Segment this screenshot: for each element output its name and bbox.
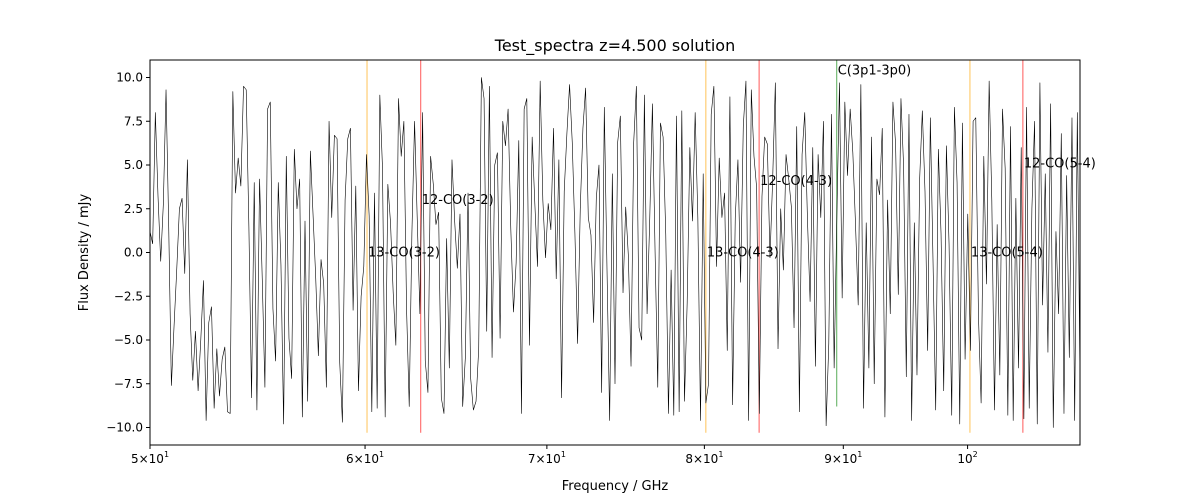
x-tick-label-3: 8×101: [685, 450, 723, 466]
line-label-3: 12-CO(4-3): [760, 174, 832, 189]
line-label-2: 13-CO(4-3): [707, 246, 779, 261]
x-tick-label-5: 102: [957, 450, 977, 466]
line-label-5: 13-CO(5-4): [971, 246, 1043, 261]
y-axis-title: Flux Density / mJy: [77, 193, 92, 311]
x-tick-label-1: 6×101: [346, 450, 384, 466]
line-label-4: C(3p1-3p0): [838, 64, 912, 79]
x-axis-title: Frequency / GHz: [562, 479, 669, 494]
line-label-1: 12-CO(3-2): [422, 193, 494, 208]
y-tick-label-6: 5.0: [124, 158, 143, 172]
y-tick-label-3: −2.5: [114, 289, 143, 303]
line-label-6: 12-CO(5-4): [1024, 156, 1096, 171]
x-tick-label-4: 9×101: [824, 450, 862, 466]
series-line-0: [149, 77, 1081, 428]
y-tick-label-2: −5.0: [114, 333, 143, 347]
y-tick-label-5: 2.5: [124, 202, 143, 216]
y-tick-label-7: 7.5: [124, 114, 143, 128]
x-axis-ticks: 5×101 6×101 7×101 8×101 9×101 102: [131, 445, 978, 466]
plot-frame: [149, 59, 1081, 446]
y-tick-label-0: −10.0: [106, 421, 143, 435]
line-label-0: 13-CO(3-2): [368, 246, 440, 261]
y-tick-label-1: −7.5: [114, 377, 143, 391]
chart-title: Test_spectra z=4.500 solution: [494, 36, 735, 56]
series-layer: [149, 77, 1081, 428]
y-tick-label-4: 0.0: [124, 246, 143, 260]
y-axis-ticks: −10.0 −7.5 −5.0 −2.5 0.0 2.5 5.0 7.5 10.0: [106, 71, 150, 435]
y-tick-label-8: 10.0: [116, 71, 143, 85]
x-tick-label-0: 5×101: [131, 450, 169, 466]
line-labels: 13-CO(3-2) 12-CO(3-2) 13-CO(4-3) 12-CO(4-3)…: [368, 64, 1096, 261]
x-tick-label-2: 7×101: [528, 450, 566, 466]
